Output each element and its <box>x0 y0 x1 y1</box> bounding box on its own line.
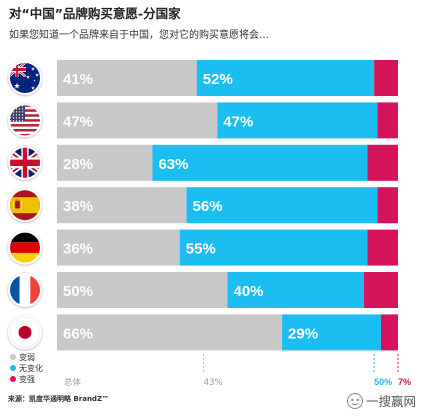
value-label-france-weaker: 50% <box>63 283 93 300</box>
overall-markers: 总体 43% 50% 7% <box>64 354 411 388</box>
legend-label-stronger: 变强 <box>19 374 35 384</box>
watermark-logo-icon <box>347 393 363 409</box>
value-label-spain-unchanged: 56% <box>193 198 223 215</box>
bar-france-weaker <box>57 272 228 308</box>
spain-flag-icon <box>8 188 42 223</box>
legend-item-stronger: 变强 <box>10 374 35 384</box>
bar-row-japan: 66% 29% <box>57 314 398 351</box>
bar-australia-unchanged <box>196 60 375 96</box>
value-label-usa-unchanged: 47% <box>223 113 253 130</box>
legend-swatch-stronger <box>10 376 16 382</box>
value-label-japan-unchanged: 29% <box>288 325 318 342</box>
japan-flag-icon <box>8 315 42 350</box>
legend: 变弱 无变化 变强 <box>10 352 43 384</box>
overall-value-weaker: 43% <box>204 378 223 388</box>
bar-row-usa: 47% 47% <box>57 102 398 139</box>
bar-germany-stronger <box>367 229 398 266</box>
value-label-usa-weaker: 47% <box>63 113 93 130</box>
bar-spain-stronger <box>377 187 398 224</box>
overall-value-stronger: 7% <box>398 377 411 387</box>
bar-usa-unchanged <box>217 102 378 139</box>
value-label-australia-weaker: 41% <box>63 71 93 88</box>
bar-germany-weaker <box>57 229 180 266</box>
value-label-germany-weaker: 36% <box>63 241 93 258</box>
bar-row-germany: 36% 55% <box>57 229 398 266</box>
bar-rows: 41% 52% 47% 47% 28% 63% 38% 56% 36% 55% 50% 40% 66% 2… <box>57 60 398 351</box>
usa-flag-icon <box>8 103 42 138</box>
value-label-australia-unchanged: 52% <box>203 71 233 88</box>
bar-usa-stronger <box>377 102 398 139</box>
bar-spain-unchanged <box>186 187 378 224</box>
bar-row-france: 50% 40% <box>57 272 398 308</box>
bar-australia-stronger <box>374 60 398 96</box>
watermark-text: 一搜赢网 <box>366 394 416 409</box>
value-label-spain-weaker: 38% <box>63 198 93 215</box>
legend-item-weaker: 变弱 <box>10 352 35 362</box>
overall-value-unchanged: 50% <box>374 377 392 387</box>
germany-flag-icon <box>8 230 42 265</box>
bar-france-unchanged <box>227 272 364 308</box>
overall-label: 总体 <box>64 377 82 388</box>
bar-japan-stronger <box>380 314 398 351</box>
bar-uk-stronger <box>367 144 398 181</box>
source-note: 来源：凯度华通明略 BrandZ™ <box>7 394 109 403</box>
bar-australia-weaker <box>57 60 197 96</box>
legend-swatch-unchanged <box>10 365 16 371</box>
chart-subtitle: 如果您知道一个品牌来自于中国，您对它的购买意愿将会… <box>9 30 269 41</box>
bar-japan-unchanged <box>282 314 381 351</box>
value-label-france-unchanged: 40% <box>234 283 264 300</box>
uk-flag-icon <box>8 145 42 180</box>
bar-germany-unchanged <box>179 229 368 266</box>
value-label-uk-weaker: 28% <box>63 156 93 173</box>
bar-spain-weaker <box>57 187 187 224</box>
bar-uk-weaker <box>57 144 153 181</box>
bar-usa-weaker <box>57 102 218 139</box>
bar-uk-unchanged <box>152 144 368 181</box>
bar-row-uk: 28% 63% <box>57 144 398 181</box>
value-label-germany-unchanged: 55% <box>186 241 216 258</box>
legend-swatch-weaker <box>10 354 16 360</box>
bar-france-stronger <box>363 272 398 308</box>
bar-row-australia: 41% 52% <box>57 60 398 96</box>
value-label-uk-unchanged: 63% <box>158 156 188 173</box>
france-flag-icon <box>8 273 42 307</box>
legend-label-unchanged: 无变化 <box>19 363 43 373</box>
bar-japan-weaker <box>57 314 283 351</box>
bar-row-spain: 38% 56% <box>57 187 398 224</box>
chart-title: 对“中国”品牌购买意愿-分国家 <box>9 6 181 21</box>
legend-label-weaker: 变弱 <box>19 352 35 362</box>
legend-item-unchanged: 无变化 <box>10 363 43 373</box>
australia-flag-icon <box>8 61 42 95</box>
value-label-japan-weaker: 66% <box>63 325 93 342</box>
